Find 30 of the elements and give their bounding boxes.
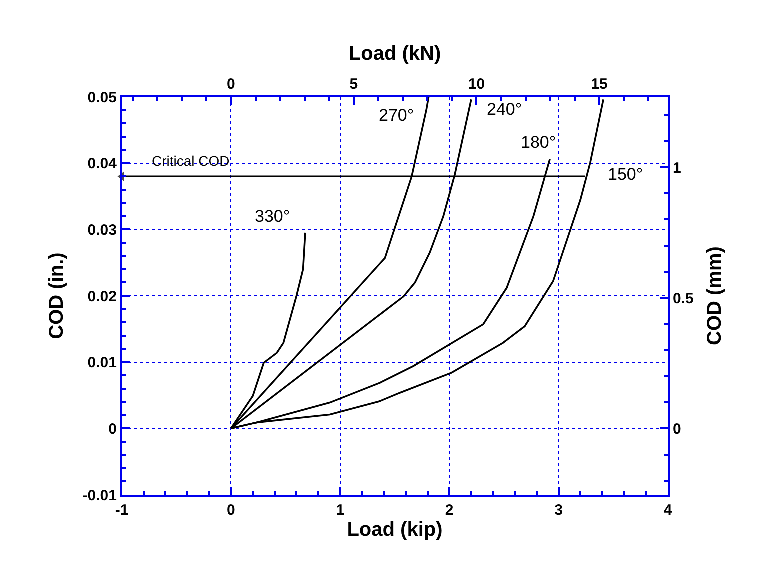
series-label: 270° [379,106,414,125]
y2-axis-title: COD (mm) [704,246,726,346]
series-label: 330° [255,207,290,226]
x2-tick-label: 5 [350,76,358,93]
x-tick-label: 2 [445,502,454,519]
y-tick-label: -0.01 [82,487,117,504]
x-axis-title: Load (kip) [347,519,443,541]
x-tick-label: 1 [336,502,345,519]
y-tick-label: 0 [108,420,117,438]
y2-tick-label: 0 [673,420,682,438]
y-tick-label: 0.05 [88,89,117,106]
series-label: 180° [521,133,556,152]
y2-tick-label: 1 [673,160,682,177]
y-tick-label: 0.01 [88,354,117,372]
series-label: 150° [608,165,644,184]
y2-tick-label: 0.5 [673,290,694,308]
x-tick-label: 4 [664,502,673,519]
x2-tick-label: 15 [591,76,608,93]
y-tick-label: 0.03 [88,222,117,239]
x2-tick-label: 0 [227,76,236,93]
y-tick-label: 0.04 [88,156,118,173]
x2-axis-title: Load (kN) [348,43,442,65]
x-tick-label: 3 [554,502,563,519]
x-tick-label: -1 [115,502,129,519]
annotation: Critical COD [152,153,230,169]
y-tick-label: 0.02 [88,288,117,306]
y-axis-title: COD (in.) [46,252,68,340]
x-tick-label: 0 [227,502,236,519]
series-label: 240° [487,100,522,119]
x2-tick-label: 10 [468,76,486,93]
